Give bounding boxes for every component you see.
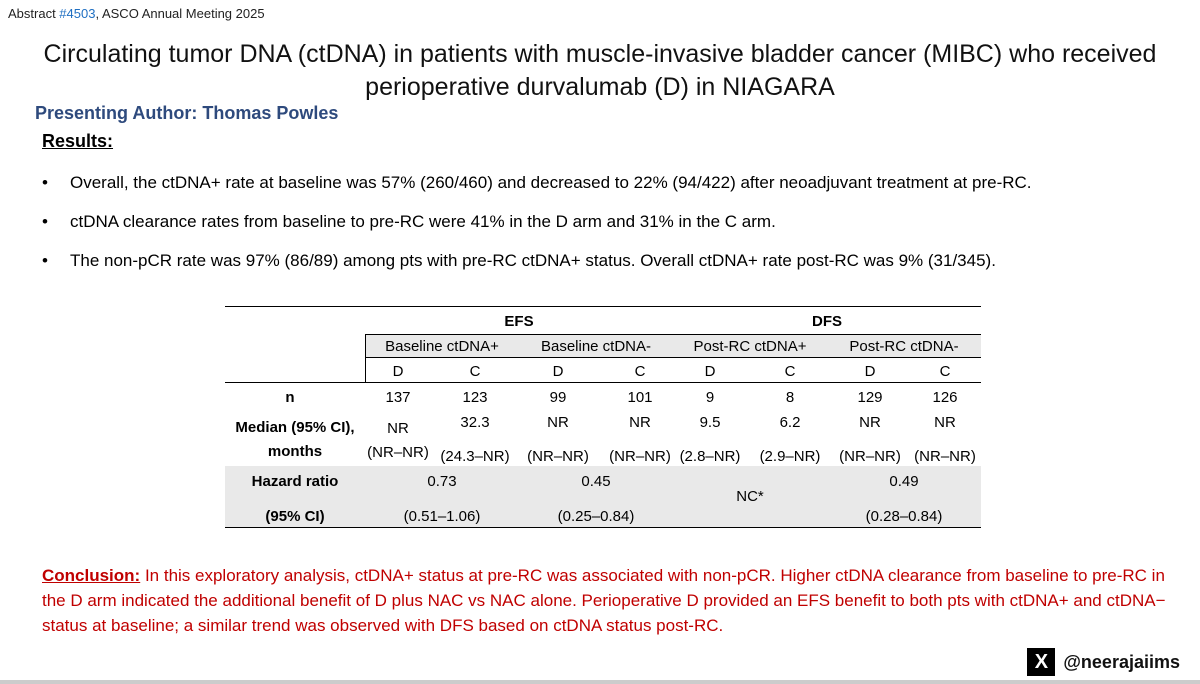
n-value: 8	[785, 389, 795, 406]
header-bottom-rule	[225, 382, 981, 383]
median-row-label: Median (95% CI),	[235, 419, 355, 436]
median-ci: (NR–NR)	[914, 448, 976, 465]
median-ci: (NR–NR)	[527, 448, 589, 465]
median-value: 9.5	[699, 414, 721, 431]
arm-header: D	[864, 363, 876, 380]
median-ci: (NR–NR)	[367, 444, 429, 461]
arm-header: C	[939, 363, 951, 380]
meeting-name: , ASCO Annual Meeting 2025	[95, 6, 265, 21]
bullet-dot: •	[42, 173, 48, 192]
n-value: 99	[549, 389, 567, 406]
median-ci: (NR–NR)	[609, 448, 671, 465]
n-value: 9	[705, 389, 715, 406]
results-heading: Results:	[42, 131, 114, 151]
conclusion-text: In this exploratory analysis, ctDNA+ sta…	[42, 566, 1166, 635]
bottom-scroll-edge	[0, 680, 1200, 684]
abstract-number-link[interactable]: #4503	[59, 6, 96, 21]
median-value: NR	[934, 414, 956, 431]
n-value: 137	[385, 389, 411, 406]
hazard-ratio-value: 0.45	[581, 473, 611, 490]
hazard-ratio-band	[225, 466, 981, 527]
arm-header: D	[704, 363, 716, 380]
conclusion-heading: Conclusion:	[42, 566, 141, 585]
abstract-reference: Abstract #4503, ASCO Annual Meeting 2025	[8, 6, 265, 21]
median-value: 32.3	[460, 414, 490, 431]
arm-rule	[365, 357, 981, 358]
title-line-1: Circulating tumor DNA (ctDNA) in patient…	[43, 40, 1157, 68]
median-ci: (NR–NR)	[839, 448, 901, 465]
hazard-ratio-value: 0.49	[889, 473, 919, 490]
column-divider	[365, 334, 366, 382]
hazard-ratio-label: Hazard ratio	[251, 473, 339, 490]
hazard-ratio-ci: (0.25–0.84)	[557, 508, 635, 525]
bullet-item: • ctDNA clearance rates from baseline to …	[42, 212, 776, 232]
group-header: Post-RC ctDNA-	[849, 338, 959, 355]
median-value: 6.2	[779, 414, 801, 431]
bullet-item: • Overall, the ctDNA+ rate at baseline wa…	[42, 173, 1032, 193]
efs-header: EFS	[504, 313, 534, 330]
arm-header: C	[784, 363, 796, 380]
title-line-2: perioperative durvalumab (D) in NIAGARA	[365, 73, 835, 101]
median-value: NR	[859, 414, 881, 431]
page-title: Circulating tumor DNA (ctDNA) in patient…	[0, 38, 1200, 104]
table-top-rule	[225, 306, 981, 307]
bullet-dot: •	[42, 212, 48, 231]
median-value: NR	[629, 414, 651, 431]
arm-header: C	[469, 363, 481, 380]
hazard-ratio-value: NC*	[736, 488, 764, 505]
table-bottom-rule	[225, 527, 981, 528]
bullet-text: Overall, the ctDNA+ rate at baseline was…	[70, 173, 1032, 192]
n-value: 129	[857, 389, 883, 406]
group-header: Baseline ctDNA+	[385, 338, 499, 355]
group-header: Post-RC ctDNA+	[693, 338, 807, 355]
median-value: NR	[547, 414, 569, 431]
bullet-item: • The non-pCR rate was 97% (86/89) among …	[42, 251, 996, 271]
n-value: 126	[932, 389, 958, 406]
arm-header: C	[634, 363, 646, 380]
n-value: 123	[462, 389, 488, 406]
bullet-dot: •	[42, 251, 48, 270]
group-header: Baseline ctDNA-	[540, 338, 652, 355]
hazard-ratio-value: 0.73	[427, 473, 457, 490]
conclusion-paragraph: Conclusion: In this exploratory analysis…	[42, 563, 1172, 638]
hazard-ratio-ci: (0.28–0.84)	[865, 508, 943, 525]
hazard-ratio-ci: (0.51–1.06)	[403, 508, 481, 525]
abstract-prefix: Abstract	[8, 6, 60, 21]
presenting-author: Presenting Author: Thomas Powles	[35, 103, 339, 123]
arm-header: D	[552, 363, 564, 380]
dfs-header: DFS	[812, 313, 842, 330]
median-value: NR	[387, 420, 409, 437]
median-ci: (24.3–NR)	[440, 448, 510, 465]
group-rule	[365, 334, 981, 335]
n-row-label: n	[285, 389, 295, 406]
handle-text[interactable]: @neerajaiims	[1063, 651, 1180, 672]
results-table: EFS DFS Baseline ctDNA+ Baseline ctDNA- …	[225, 306, 981, 528]
hazard-ci-label: (95% CI)	[265, 508, 325, 525]
social-handle: X @neerajaiims	[1027, 648, 1180, 676]
median-ci: (2.9–NR)	[759, 448, 821, 465]
bullet-text: ctDNA clearance rates from baseline to p…	[70, 212, 776, 231]
arm-header: D	[392, 363, 404, 380]
n-value: 101	[627, 389, 653, 406]
group-header-band	[365, 334, 981, 357]
bullet-text: The non-pCR rate was 97% (86/89) among p…	[70, 251, 996, 270]
x-logo-icon: X	[1027, 648, 1056, 676]
median-ci: (2.8–NR)	[679, 448, 741, 465]
median-row-label-units: months	[267, 443, 323, 460]
